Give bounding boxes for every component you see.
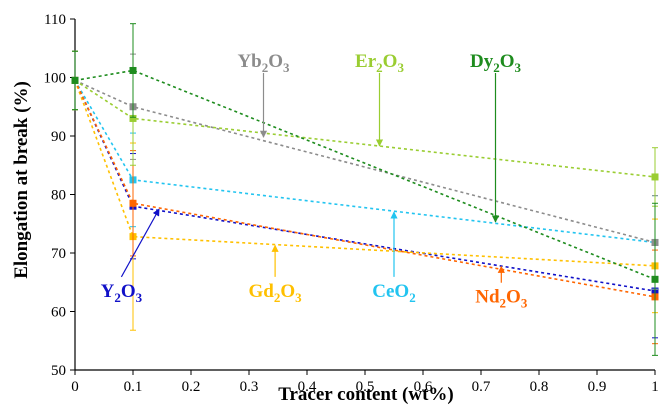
annotation-label-Dy2O3: Dy2O3	[470, 51, 522, 75]
x-tick-label: 0.4	[298, 379, 317, 395]
data-point	[651, 173, 659, 181]
y-axis-title: Elongation at break (%)	[11, 81, 32, 279]
y-tick-label: 70	[51, 246, 66, 262]
x-tick-label: 0.6	[414, 379, 433, 395]
series-Er2O3	[71, 50, 659, 207]
series-Dy2O3	[71, 23, 659, 356]
y-tick-label: 60	[51, 305, 66, 321]
series-line	[74, 69, 656, 281]
y-tick-label: 100	[44, 71, 67, 87]
annotation-arrow	[120, 208, 160, 278]
annotation-label-CeO2: CeO2	[372, 281, 415, 305]
y-tick-label: 90	[51, 129, 66, 145]
series-Nd2O3	[71, 50, 659, 345]
x-tick-label: 0.1	[124, 379, 143, 395]
y-tick-label: 50	[51, 363, 66, 379]
annotation-label-Er2O3: Er2O3	[355, 51, 404, 75]
series-line	[74, 80, 656, 244]
series-Y2O3	[71, 50, 659, 339]
x-tick-label: 0.2	[182, 379, 201, 395]
series-Yb2O3	[71, 50, 659, 290]
x-tick-label: 0.9	[588, 379, 607, 395]
x-tick-label: 1	[651, 379, 659, 395]
annotation-label-Nd2O3: Nd2O3	[475, 287, 528, 311]
series-line	[74, 80, 656, 267]
series-Gd2O3	[71, 50, 659, 331]
x-tick-label: 0.3	[240, 379, 259, 395]
data-point	[651, 275, 659, 283]
y-tick-label: 80	[51, 188, 66, 204]
x-tick-label: 0	[71, 379, 79, 395]
x-tick-label: 0.7	[472, 379, 491, 395]
data-point	[129, 66, 137, 74]
x-axis-title: Tracer content (wt%)	[278, 384, 454, 405]
data-point	[71, 76, 79, 84]
data-point	[129, 114, 137, 122]
data-point	[129, 199, 137, 207]
annotation-label-Y2O3: Y2O3	[101, 281, 143, 305]
x-tick-label: 0.8	[530, 379, 549, 395]
series-CeO2	[71, 50, 659, 290]
series-line	[74, 80, 656, 298]
plot-area: 50 60 70 80 90 100 110 0 0.1 0.2 0.3 0.4 0.5 0.6 0.7 0.…	[44, 12, 659, 395]
series-line	[74, 80, 656, 292]
annotation-label-Yb2O3: Yb2O3	[237, 51, 290, 75]
series-line	[74, 79, 656, 244]
annotation-label-Gd2O3: Gd2O3	[249, 281, 303, 305]
y-tick-label: 110	[44, 12, 66, 28]
x-tick-label: 0.5	[356, 379, 375, 395]
